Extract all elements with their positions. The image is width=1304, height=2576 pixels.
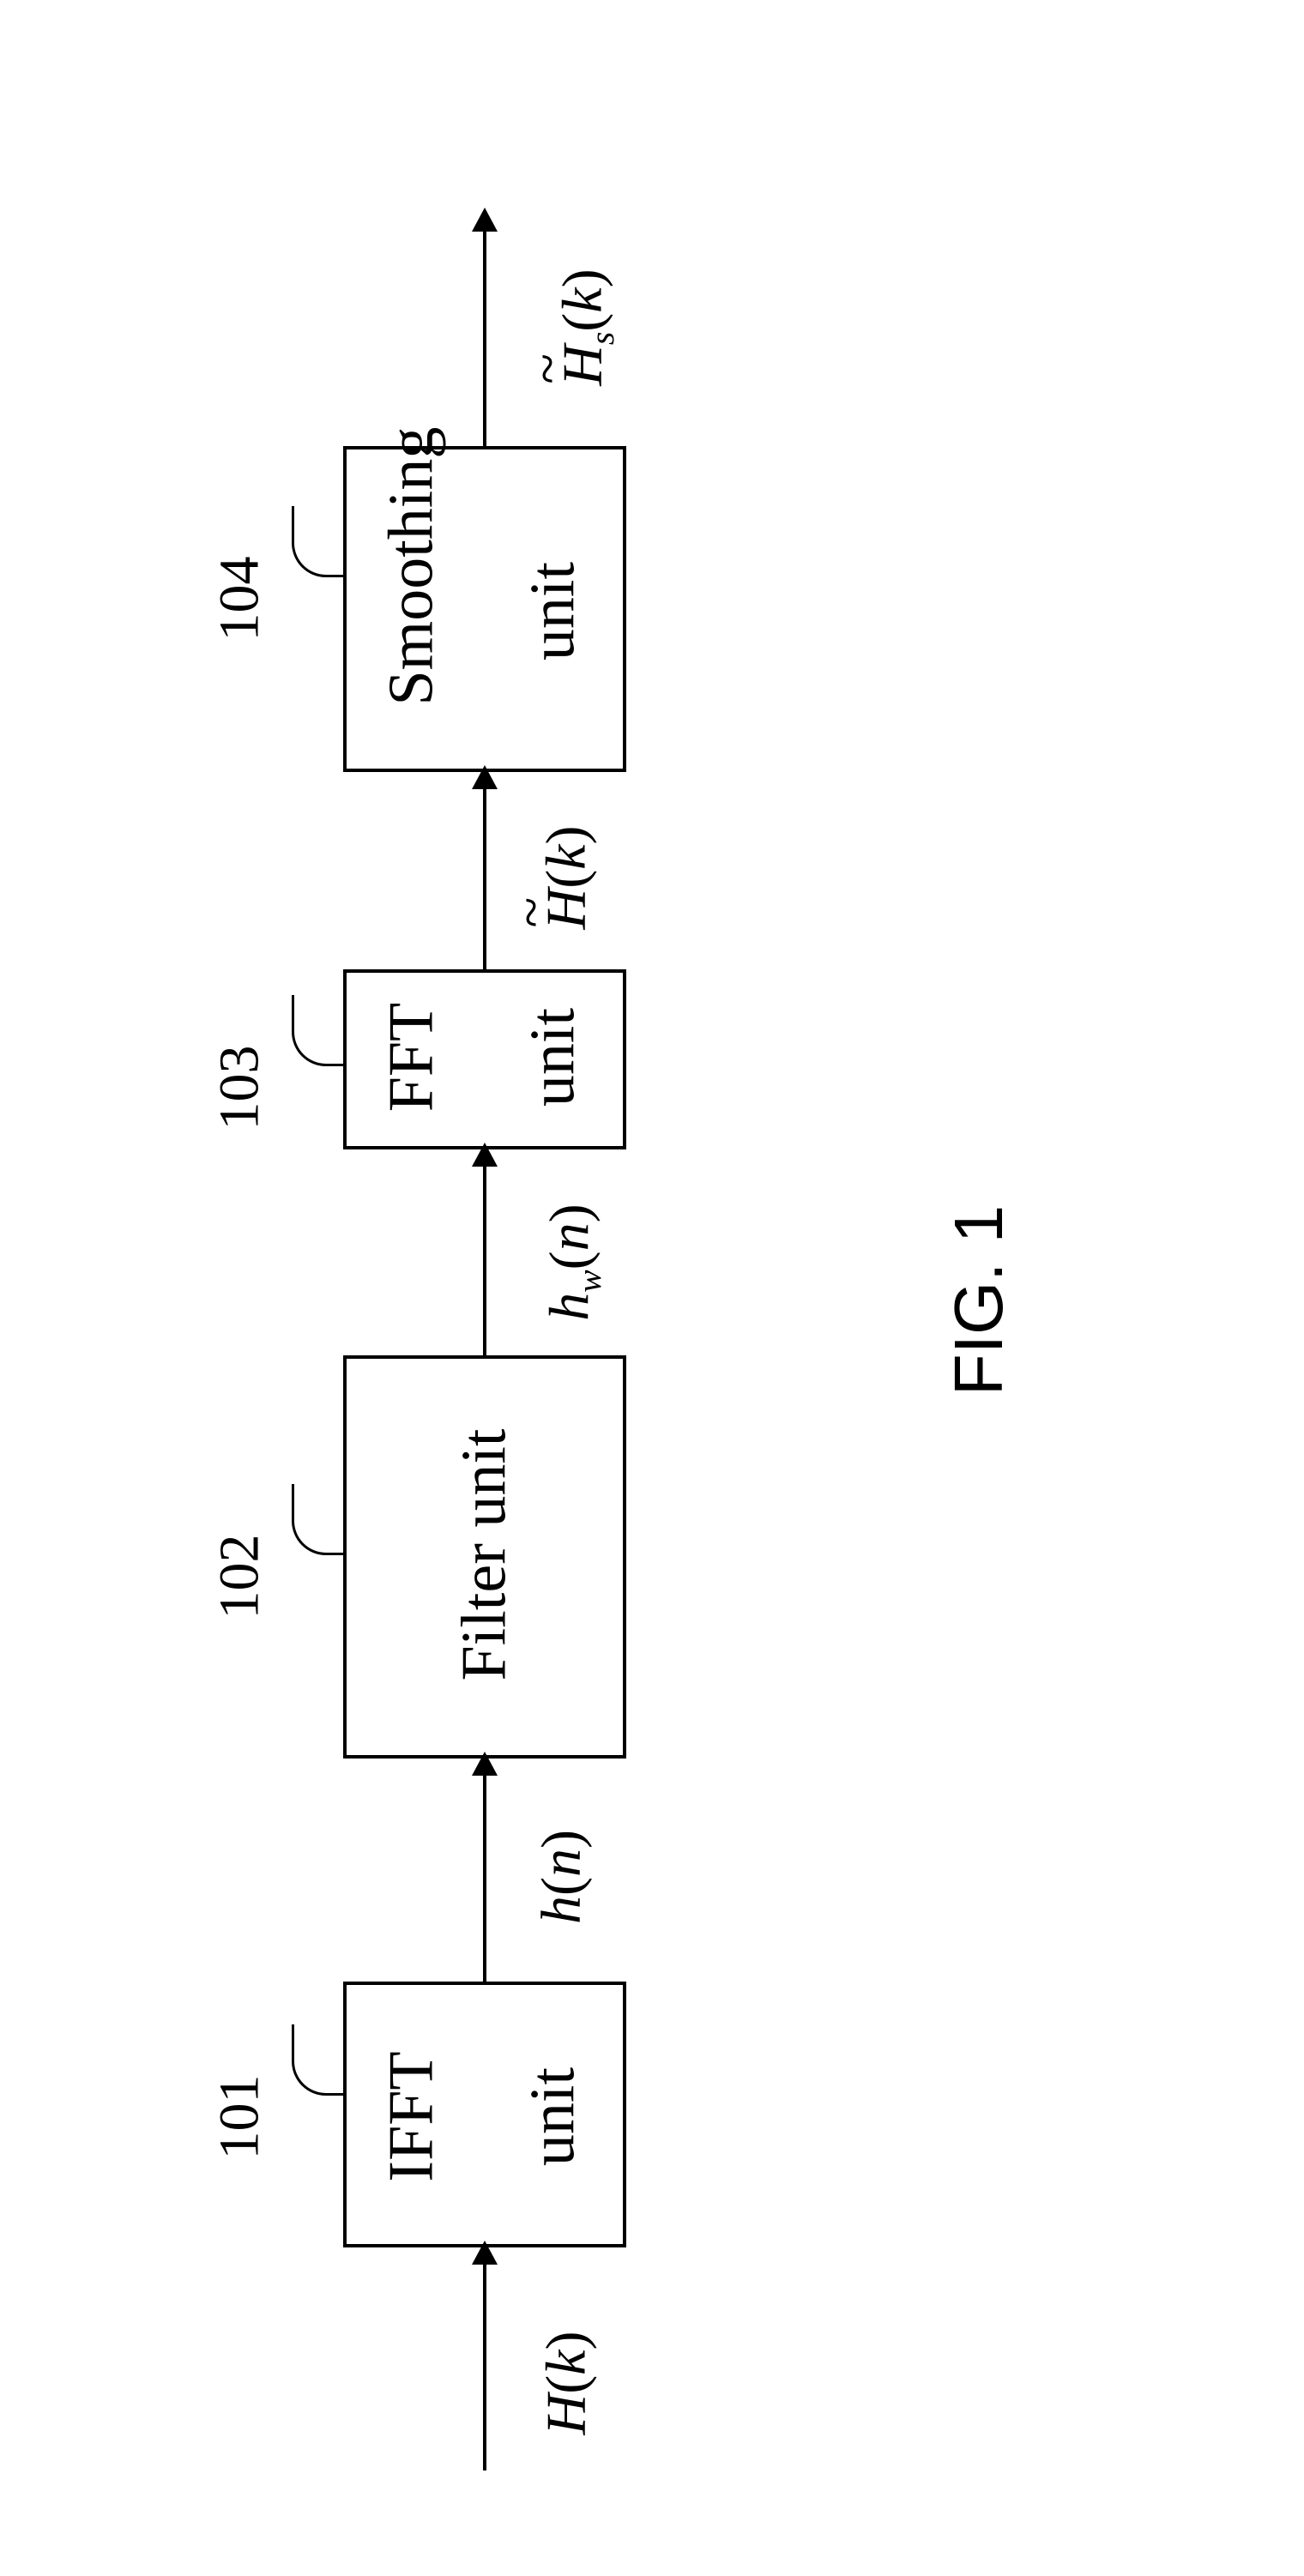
arrow-1-2-head xyxy=(472,1752,498,1776)
arrow-3-4 xyxy=(483,772,486,969)
leader-104 xyxy=(292,506,346,577)
arrow-3-4-head xyxy=(472,765,498,789)
figure-label: FIG. 1 xyxy=(939,1205,1018,1396)
ref-104: 104 xyxy=(208,557,273,642)
signal-s3: ~H(k) xyxy=(534,826,599,930)
arrow-in-head xyxy=(472,2241,498,2265)
arrow-out xyxy=(483,214,486,446)
ref-103: 103 xyxy=(208,1046,273,1131)
ref-102: 102 xyxy=(208,1535,273,1620)
signal-s1: h(n) xyxy=(529,1830,595,1924)
arrow-2-3-head xyxy=(472,1143,498,1167)
leader-103 xyxy=(292,995,346,1066)
block-ifft-line2: unit xyxy=(517,2044,590,2190)
signal-s2: hw(n) xyxy=(538,1204,609,1320)
block-ifft-line1: IFFT xyxy=(376,2044,449,2190)
block-filter-line1: Filter unit xyxy=(449,1414,522,1697)
leader-101 xyxy=(292,2024,346,2096)
arrow-in xyxy=(483,2247,486,2470)
block-smoothing-line2: unit xyxy=(517,539,590,685)
signal-in: H(k) xyxy=(534,2332,599,2435)
block-fft-line2: unit xyxy=(517,985,590,1131)
leader-102 xyxy=(292,1484,346,1555)
block-fft-line1: FFT xyxy=(376,985,449,1131)
arrow-1-2 xyxy=(483,1759,486,1982)
arrow-2-3 xyxy=(483,1149,486,1355)
block-smoothing-line1: Smoothing xyxy=(376,517,449,706)
diagram-canvas: IFFT unit Filter unit FFT unit Smoothing… xyxy=(0,0,1304,2576)
arrow-out-head xyxy=(472,208,498,232)
ref-101: 101 xyxy=(208,2075,273,2160)
signal-out: ~Hs(k) xyxy=(551,268,622,385)
